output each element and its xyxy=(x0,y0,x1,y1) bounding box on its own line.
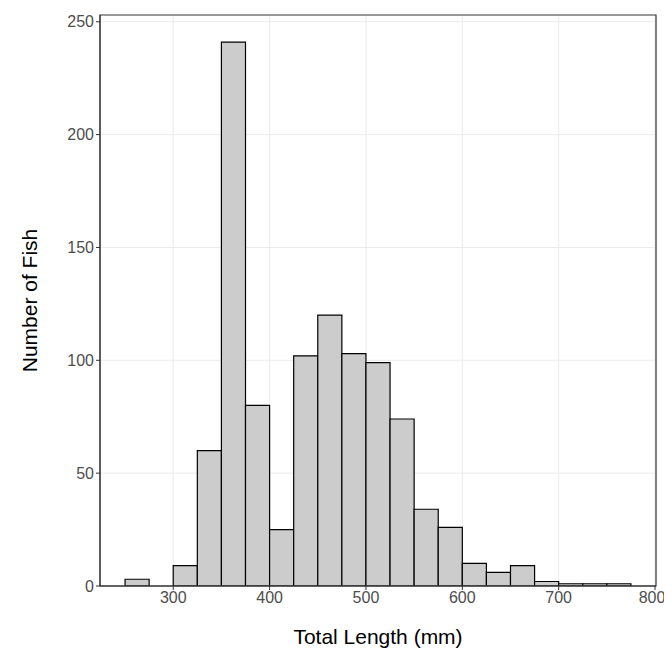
svg-text:500: 500 xyxy=(353,589,380,606)
svg-text:600: 600 xyxy=(449,589,476,606)
svg-text:250: 250 xyxy=(67,13,94,30)
svg-text:Total Length (mm): Total Length (mm) xyxy=(293,625,462,648)
svg-text:300: 300 xyxy=(160,589,187,606)
svg-text:50: 50 xyxy=(76,465,94,482)
svg-text:200: 200 xyxy=(67,126,94,143)
svg-text:700: 700 xyxy=(545,589,572,606)
svg-text:100: 100 xyxy=(67,352,94,369)
svg-text:150: 150 xyxy=(67,239,94,256)
svg-text:0: 0 xyxy=(85,578,94,595)
svg-text:800: 800 xyxy=(639,589,664,606)
svg-text:400: 400 xyxy=(256,589,283,606)
svg-text:Number of Fish: Number of Fish xyxy=(18,229,41,373)
